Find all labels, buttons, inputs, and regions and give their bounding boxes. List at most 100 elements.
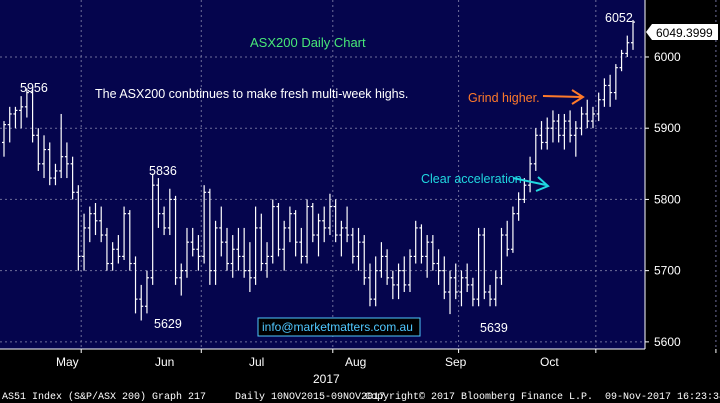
- ohlc-bar: [362, 235, 367, 285]
- ohlc-bar: [367, 263, 372, 307]
- y-tick-label: 5800: [654, 192, 681, 206]
- ohlc-bar: [562, 113, 567, 150]
- x-tick-label: Sep: [445, 355, 467, 369]
- ohlc-bar: [476, 227, 481, 307]
- ohlc-bar: [316, 213, 321, 257]
- ohlc-bar: [179, 263, 184, 296]
- ohlc-bar: [333, 199, 338, 243]
- ohlc-bar: [528, 156, 533, 193]
- ohlc-bar: [2, 121, 6, 157]
- ohlc-bar: [390, 270, 395, 300]
- ohlc-bar: [539, 121, 544, 150]
- ohlc-bar: [36, 128, 41, 171]
- ohlc-bar: [259, 213, 264, 271]
- x-tick-label: Aug: [345, 355, 366, 369]
- ohlc-bar: [7, 106, 12, 143]
- chart-subtitle: The ASX200 conbtinues to make fresh mult…: [95, 87, 408, 101]
- xaxis-background: [0, 349, 645, 403]
- ohlc-bar: [373, 256, 378, 307]
- last-price-tag: 6049.3999: [646, 24, 718, 40]
- arrow-clear-acceleration: [512, 176, 550, 192]
- x-tick-label: Jul: [249, 355, 264, 369]
- footer-range: Daily 10NOV2015-09NOV2017: [235, 391, 385, 403]
- watermark-email: info@marketmatters.com.au: [262, 320, 413, 334]
- ohlc-bar: [270, 199, 275, 264]
- ohlc-bar: [379, 242, 384, 278]
- price-bars: [2, 19, 635, 321]
- ohlc-bar: [93, 202, 98, 236]
- ohlc-bar: [207, 188, 212, 285]
- ohlc-bar: [602, 78, 607, 107]
- x-tick-label: Jun: [155, 355, 174, 369]
- ohlc-bar: [127, 210, 132, 271]
- annotation-grind-higher: Grind higher.: [468, 91, 540, 105]
- grid-lines: [0, 0, 717, 349]
- ohlc-bar: [276, 202, 281, 257]
- ohlc-bar: [573, 121, 578, 157]
- ohlc-bar: [196, 235, 201, 271]
- ohlc-bar: [122, 206, 127, 260]
- ohlc-bar: [425, 235, 430, 278]
- ohlc-bar: [202, 185, 207, 264]
- ohlc-bar: [436, 249, 441, 285]
- ohlc-bar: [510, 206, 515, 253]
- ohlc-bar: [619, 49, 624, 72]
- ohlc-bar: [156, 178, 161, 228]
- ohlc-bar: [47, 142, 52, 186]
- ohlc-bar: [550, 110, 555, 143]
- x-tick-label: May: [56, 355, 79, 369]
- ohlc-bar: [104, 227, 109, 271]
- ohlc-bar: [144, 270, 149, 314]
- plot-background: [0, 0, 645, 349]
- ohlc-bar: [470, 277, 475, 307]
- x-tick-labels: May Jun Jul Aug Sep Oct: [56, 349, 717, 369]
- ohlc-bar: [76, 185, 81, 271]
- ohlc-bar: [13, 106, 18, 129]
- axis-background: [645, 0, 720, 403]
- ohlc-bar: [356, 227, 361, 271]
- ohlc-bar: [225, 227, 230, 271]
- y-tick-label: 5600: [654, 335, 681, 349]
- label-5639: 5639: [480, 321, 508, 335]
- ohlc-bar: [419, 224, 424, 264]
- watermark-box: [257, 317, 421, 337]
- last-price-arrow: [646, 24, 718, 40]
- ohlc-bar: [116, 235, 121, 264]
- ohlc-bar: [213, 220, 218, 285]
- y-tick-label: 5900: [654, 121, 681, 135]
- ohlc-bar: [305, 199, 310, 264]
- ohlc-bar: [24, 88, 29, 118]
- ohlc-bar: [19, 96, 24, 129]
- ohlc-bar: [339, 220, 344, 257]
- ohlc-bar: [493, 270, 498, 307]
- ohlc-bar: [282, 220, 287, 271]
- ohlc-bar: [505, 220, 510, 257]
- ohlc-bar: [516, 192, 521, 221]
- ohlc-bar: [53, 163, 58, 186]
- arrow-grind-higher: [542, 89, 585, 105]
- ohlc-bar: [42, 135, 47, 179]
- ohlc-bar: [133, 256, 138, 314]
- ohlc-bar: [265, 242, 270, 278]
- chart-title: ASX200 Daily Chart: [250, 35, 366, 50]
- last-price-label: 6049.3999: [656, 26, 713, 40]
- ohlc-bar: [402, 256, 407, 293]
- ohlc-bar: [482, 227, 487, 300]
- ohlc-bar: [327, 193, 332, 236]
- ohlc-bar: [413, 220, 418, 264]
- ohlc-bar: [30, 89, 35, 143]
- ohlc-bar: [242, 227, 247, 278]
- ohlc-bar: [236, 227, 241, 271]
- ohlc-bar: [162, 206, 167, 236]
- ohlc-bar: [407, 249, 412, 293]
- ohlc-bar: [345, 206, 350, 243]
- ohlc-bar: [533, 128, 538, 171]
- footer-ticker: AS51 Index (S&P/ASX 200) Graph 217: [2, 391, 206, 403]
- ohlc-bar: [184, 227, 189, 278]
- y-tick-label: 5700: [654, 264, 681, 278]
- footer-timestamp: 09-Nov-2017 16:23:34: [605, 392, 720, 403]
- ohlc-bar: [556, 113, 561, 143]
- ohlc-bar: [173, 195, 178, 285]
- ohlc-bar: [82, 213, 87, 271]
